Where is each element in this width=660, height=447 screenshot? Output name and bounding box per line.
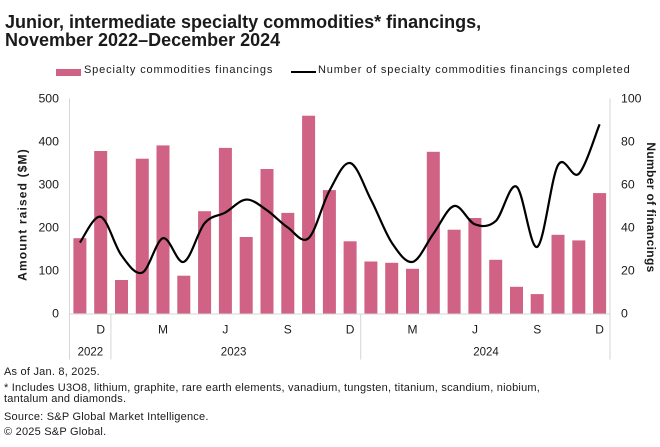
svg-text:Number of financings: Number of financings bbox=[644, 142, 658, 272]
svg-text:0: 0 bbox=[52, 307, 59, 321]
svg-text:100: 100 bbox=[38, 264, 59, 278]
svg-text:60: 60 bbox=[621, 178, 635, 192]
svg-text:2023: 2023 bbox=[221, 347, 247, 359]
svg-text:D: D bbox=[595, 322, 604, 336]
svg-text:M: M bbox=[158, 322, 168, 336]
svg-text:2022: 2022 bbox=[78, 347, 104, 359]
svg-text:D: D bbox=[96, 322, 105, 336]
svg-text:20: 20 bbox=[621, 264, 635, 278]
svg-text:300: 300 bbox=[38, 178, 59, 192]
svg-text:S: S bbox=[533, 322, 541, 336]
svg-text:200: 200 bbox=[38, 221, 59, 235]
svg-text:80: 80 bbox=[621, 135, 635, 149]
svg-text:M: M bbox=[408, 322, 418, 336]
svg-text:40: 40 bbox=[621, 221, 635, 235]
svg-text:J: J bbox=[472, 322, 478, 336]
svg-text:D: D bbox=[346, 322, 355, 336]
svg-text:500: 500 bbox=[38, 92, 59, 106]
svg-text:100: 100 bbox=[621, 92, 642, 106]
svg-text:400: 400 bbox=[38, 135, 59, 149]
svg-text:0: 0 bbox=[621, 307, 628, 321]
svg-text:S: S bbox=[284, 322, 292, 336]
svg-text:Amount raised ($M): Amount raised ($M) bbox=[16, 148, 30, 281]
svg-text:J: J bbox=[222, 322, 228, 336]
svg-text:2024: 2024 bbox=[473, 347, 499, 359]
